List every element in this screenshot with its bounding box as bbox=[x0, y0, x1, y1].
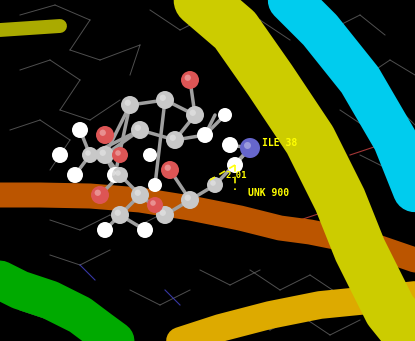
Circle shape bbox=[210, 180, 216, 186]
Circle shape bbox=[181, 71, 199, 89]
Circle shape bbox=[230, 160, 236, 166]
Text: UNK 900: UNK 900 bbox=[248, 188, 289, 198]
Circle shape bbox=[160, 94, 166, 101]
Circle shape bbox=[134, 124, 141, 131]
Circle shape bbox=[96, 126, 114, 144]
Circle shape bbox=[100, 150, 106, 156]
Text: 2.01: 2.01 bbox=[225, 170, 247, 179]
Circle shape bbox=[150, 200, 156, 206]
Circle shape bbox=[146, 151, 151, 156]
Circle shape bbox=[166, 131, 184, 149]
Circle shape bbox=[143, 148, 157, 162]
Circle shape bbox=[110, 170, 116, 176]
Circle shape bbox=[115, 150, 121, 156]
Circle shape bbox=[244, 142, 251, 149]
Circle shape bbox=[111, 206, 129, 224]
Circle shape bbox=[72, 122, 88, 138]
Circle shape bbox=[197, 127, 213, 143]
Circle shape bbox=[115, 210, 121, 216]
Circle shape bbox=[170, 135, 176, 141]
Circle shape bbox=[100, 225, 106, 231]
Circle shape bbox=[100, 130, 106, 136]
Circle shape bbox=[185, 75, 191, 81]
Circle shape bbox=[222, 137, 238, 153]
Circle shape bbox=[160, 210, 166, 216]
Circle shape bbox=[91, 186, 109, 204]
Circle shape bbox=[200, 130, 206, 136]
Circle shape bbox=[151, 181, 156, 186]
Circle shape bbox=[112, 167, 128, 183]
Circle shape bbox=[75, 125, 81, 131]
Circle shape bbox=[221, 111, 226, 116]
Circle shape bbox=[124, 100, 131, 106]
Circle shape bbox=[218, 108, 232, 122]
Circle shape bbox=[67, 167, 83, 183]
Circle shape bbox=[225, 140, 231, 146]
Circle shape bbox=[115, 170, 121, 176]
Circle shape bbox=[131, 186, 149, 204]
Circle shape bbox=[147, 197, 163, 213]
Circle shape bbox=[121, 96, 139, 114]
Circle shape bbox=[156, 206, 174, 224]
Circle shape bbox=[70, 170, 76, 176]
Circle shape bbox=[52, 147, 68, 163]
Circle shape bbox=[131, 121, 149, 139]
Circle shape bbox=[240, 138, 260, 158]
Circle shape bbox=[156, 91, 174, 109]
Circle shape bbox=[207, 177, 223, 193]
Circle shape bbox=[165, 165, 171, 171]
Circle shape bbox=[190, 109, 196, 116]
Circle shape bbox=[181, 191, 199, 209]
Circle shape bbox=[134, 190, 141, 196]
Circle shape bbox=[112, 147, 128, 163]
Circle shape bbox=[185, 195, 191, 201]
Circle shape bbox=[82, 147, 98, 163]
Circle shape bbox=[95, 190, 101, 196]
Circle shape bbox=[96, 146, 114, 164]
Circle shape bbox=[186, 106, 204, 124]
Circle shape bbox=[140, 225, 146, 231]
Circle shape bbox=[107, 167, 123, 183]
Circle shape bbox=[137, 222, 153, 238]
Text: ILE 38: ILE 38 bbox=[262, 138, 297, 148]
Circle shape bbox=[148, 178, 162, 192]
Circle shape bbox=[85, 150, 91, 156]
Circle shape bbox=[161, 161, 179, 179]
Circle shape bbox=[55, 150, 61, 156]
Circle shape bbox=[97, 222, 113, 238]
Circle shape bbox=[227, 157, 243, 173]
